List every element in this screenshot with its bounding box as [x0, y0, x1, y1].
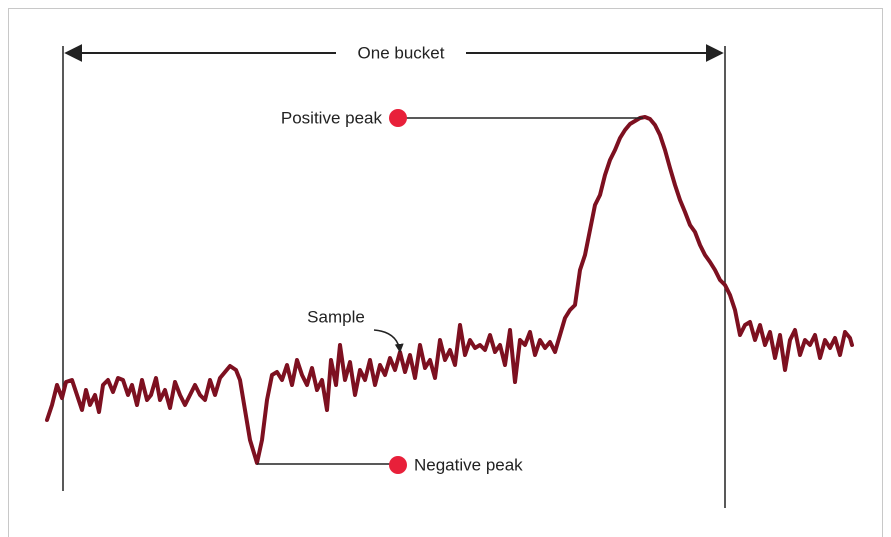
positive-peak-dot — [389, 109, 407, 127]
signal-trace — [45, 115, 854, 465]
sample-arrow — [373, 329, 404, 353]
positive-peak-label: Positive peak — [281, 108, 383, 127]
bucket-label: One bucket — [358, 43, 445, 62]
sample-label: Sample — [307, 307, 365, 326]
negative-peak-dot — [389, 456, 407, 474]
negative-peak-label: Negative peak — [414, 455, 523, 474]
frame — [8, 8, 883, 537]
